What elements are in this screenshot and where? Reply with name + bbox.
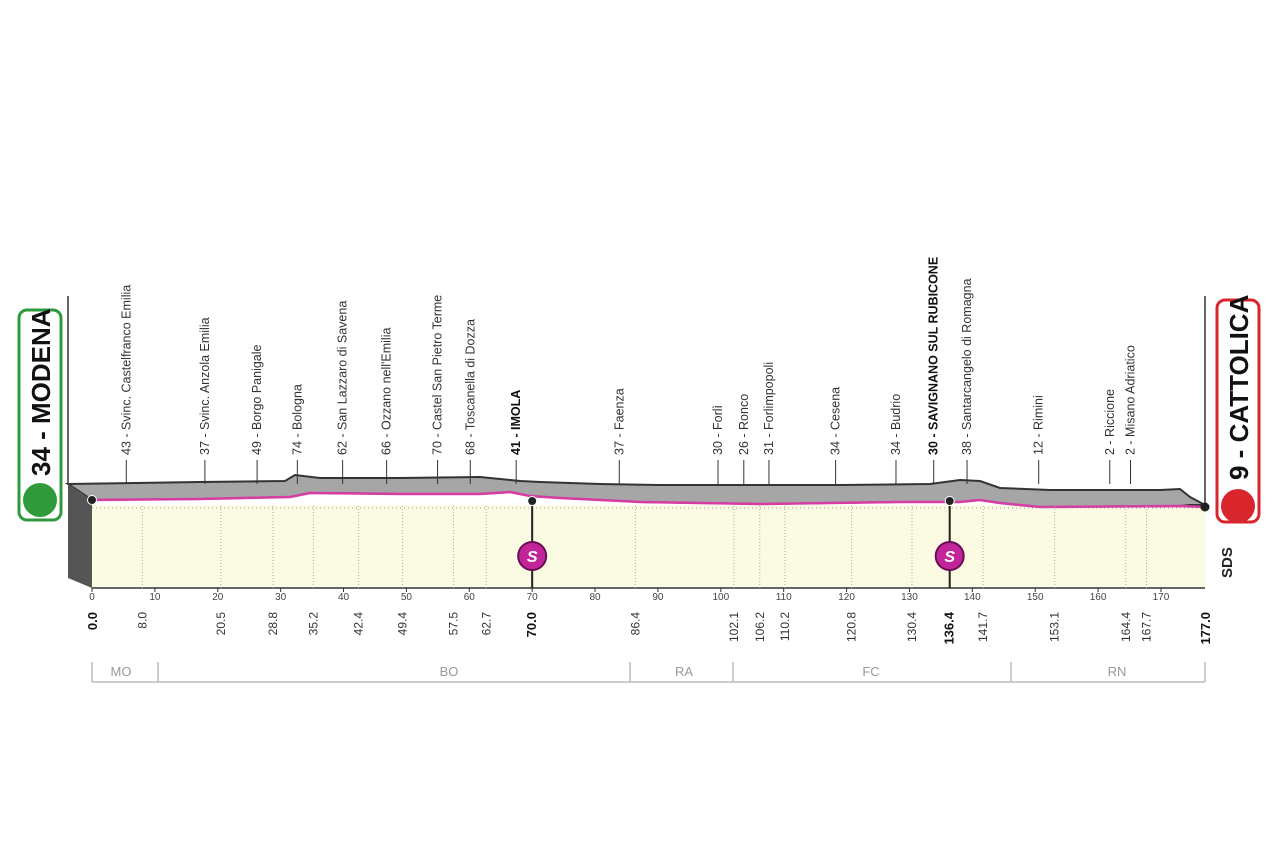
km-label: 102.1: [727, 612, 741, 642]
start-box: [17, 308, 63, 522]
km-label: 167.7: [1140, 612, 1154, 642]
province-label: FC: [862, 664, 879, 679]
km-label: 57.5: [447, 612, 461, 636]
place-label: 12 - Rimini: [1032, 395, 1046, 455]
place-label: 30 - SAVIGNANO SUL RUBICONE: [927, 257, 941, 455]
place-label: 37 - Faenza: [612, 388, 626, 455]
province-label: BO: [440, 664, 459, 679]
place-label: 68 - Toscanella di Dozza: [463, 319, 477, 455]
route-line: [91, 490, 1206, 509]
km-label: 86.4: [628, 612, 642, 636]
x-tick-label: 10: [149, 592, 161, 603]
x-tick-label: 70: [527, 592, 539, 603]
finish-dot: [1200, 502, 1210, 512]
place-label: 49 - Borgo Panigale: [250, 344, 264, 455]
place-label: 2 - Riccione: [1103, 389, 1117, 455]
province-label: RN: [1108, 664, 1127, 679]
x-tick-label: 40: [338, 592, 350, 603]
sprint-dot: [527, 496, 538, 506]
place-label: 43 - Svinc. Castelfranco Emilia: [119, 285, 133, 455]
start-wall: [68, 484, 92, 588]
km-label: 70.0: [524, 612, 539, 637]
sprint-label: S: [527, 549, 538, 566]
x-tick-label: 80: [589, 592, 601, 603]
x-tick-label: 130: [901, 592, 918, 603]
place-label: 74 - Bologna: [290, 384, 304, 455]
km-label: 8.0: [135, 612, 149, 629]
place-label: 31 - Forlimpopoli: [762, 362, 776, 455]
sprint-icon: [934, 541, 965, 571]
x-tick-label: 30: [275, 592, 287, 603]
province-label: RA: [675, 664, 693, 679]
km-label: 136.4: [942, 611, 957, 644]
km-label: 42.4: [352, 612, 366, 636]
x-tick-label: 160: [1090, 592, 1107, 603]
place-label: 38 - Santarcangelo di Romagna: [960, 278, 974, 455]
km-label: 110.2: [778, 612, 792, 641]
place-label: 30 - Forlì: [711, 405, 725, 455]
start-label: 34 - MODENA: [26, 308, 56, 476]
finish-km: 177.0: [1198, 612, 1213, 645]
finish-label: 9 - CATTOLICA: [1224, 294, 1254, 480]
start-icon: [23, 483, 57, 517]
x-tick-label: 100: [712, 592, 729, 603]
place-label: 37 - Svinc. Anzola Emilia: [198, 317, 212, 455]
km-label: 49.4: [396, 612, 410, 636]
logo: SDS: [1219, 547, 1236, 578]
km-label: 141.7: [976, 612, 990, 642]
x-tick-label: 60: [464, 592, 476, 603]
sprint-icon: [517, 541, 548, 571]
km-label: 130.4: [905, 612, 919, 642]
x-tick-label: 50: [401, 592, 413, 603]
place-label: 34 - Cesena: [829, 387, 843, 455]
place-label: 62 - San Lazzaro di Savena: [336, 301, 350, 455]
km-label: 62.7: [479, 612, 493, 636]
province-brackets: [91, 662, 1206, 683]
km-label: 120.8: [845, 612, 859, 642]
place-label: 66 - Ozzano nell'Emilia: [380, 328, 394, 455]
km-label: 35.2: [306, 612, 320, 636]
plain-area: [92, 505, 1205, 588]
province-label: MO: [111, 664, 132, 679]
km-label: 164.4: [1119, 612, 1133, 642]
place-label: 2 - Misano Adriatico: [1124, 345, 1138, 455]
x-tick-label: 0: [89, 592, 95, 603]
x-tick-label: 90: [652, 592, 664, 603]
km-label: 153.1: [1048, 612, 1062, 642]
finish-icon: [1221, 489, 1255, 523]
place-label: 34 - Budrio: [889, 394, 903, 455]
x-tick-label: 150: [1027, 592, 1044, 603]
x-tick-label: 110: [776, 592, 792, 603]
sprint-label: S: [944, 549, 955, 566]
place-label: 26 - Ronco: [737, 394, 751, 455]
km-label: 28.8: [266, 612, 280, 636]
start-dot: [87, 495, 97, 505]
km-label: 20.5: [214, 612, 228, 636]
sprint-dot: [944, 496, 955, 506]
place-label: 41 - IMOLA: [509, 390, 523, 455]
start-km: 0.0: [85, 612, 100, 630]
x-tick-label: 120: [838, 592, 855, 603]
x-tick-label: 20: [212, 592, 224, 603]
km-label: 106.2: [753, 612, 767, 642]
x-tick-label: 170: [1153, 592, 1170, 603]
x-tick-label: 140: [964, 592, 981, 603]
place-label: 70 - Castel San Pietro Terme: [431, 295, 445, 455]
